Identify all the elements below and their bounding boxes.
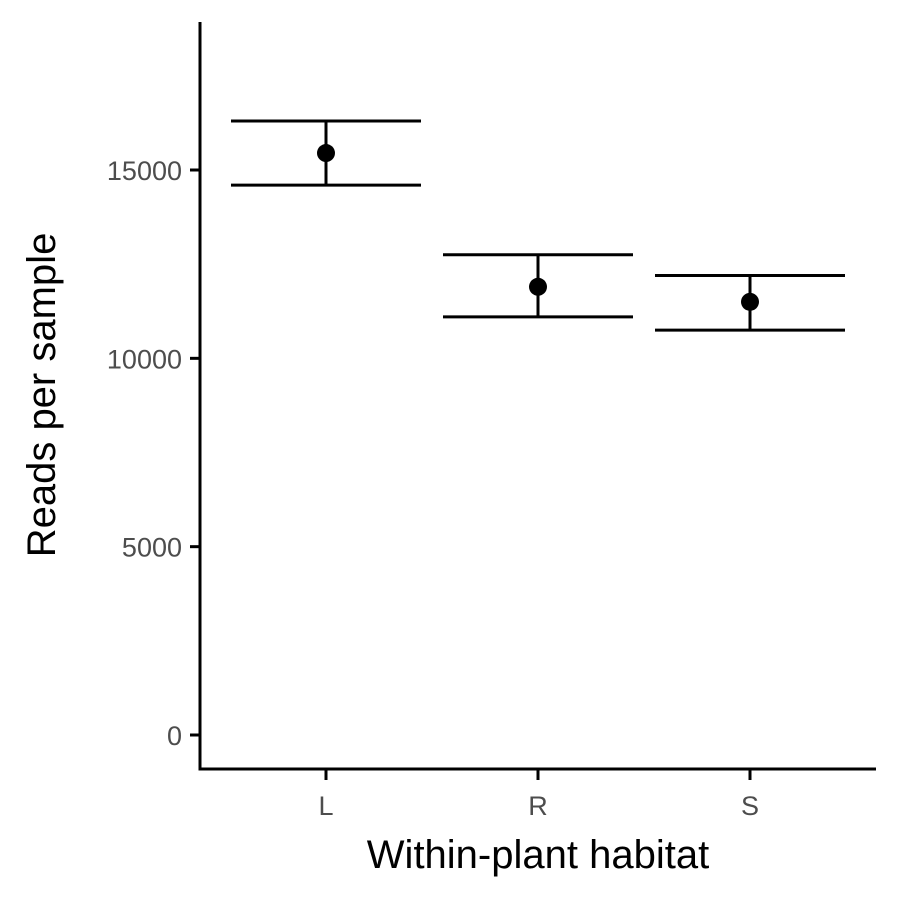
x-tick-label: L <box>318 791 333 821</box>
y-tick-label: 10000 <box>107 344 182 374</box>
data-point-R <box>529 277 547 296</box>
error-bar-R <box>443 253 633 319</box>
data-point-S <box>741 292 759 311</box>
y-axis-title: Reads per sample <box>20 233 64 558</box>
y-tick-label: 0 <box>167 721 182 751</box>
x-axis-title: Within-plant habitat <box>367 833 709 877</box>
y-tick-label: 15000 <box>107 156 182 186</box>
data-point-L <box>317 144 335 163</box>
x-tick-label: R <box>528 791 548 821</box>
error-bar-S <box>655 273 845 332</box>
error-bar-L <box>231 119 421 187</box>
plot-marks <box>231 119 845 332</box>
y-axis-ticks: 0 5000 10000 15000 <box>107 156 200 751</box>
y-tick-label: 5000 <box>122 533 182 563</box>
x-tick-label: S <box>741 791 759 821</box>
